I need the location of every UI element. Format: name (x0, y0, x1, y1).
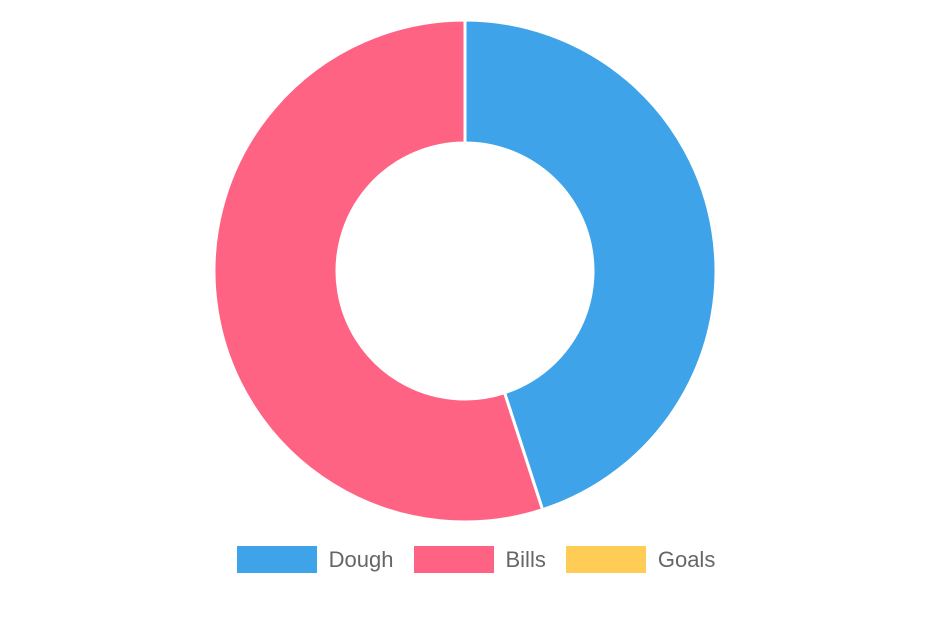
legend-item-goals[interactable]: Goals (565, 546, 716, 573)
legend-swatch-goals (565, 546, 646, 573)
legend-item-dough[interactable]: Dough (236, 546, 394, 573)
legend-item-bills[interactable]: Bills (413, 546, 546, 573)
legend-swatch-bills (413, 546, 494, 573)
chart-legend: Dough Bills Goals (0, 546, 952, 573)
legend-label-bills: Bills (505, 547, 546, 572)
slice-dough[interactable] (463, 18, 718, 512)
legend-label-dough: Dough (328, 547, 394, 572)
slice-bills[interactable] (212, 18, 545, 524)
legend-label-goals: Goals (657, 547, 716, 572)
legend-swatch-dough (236, 546, 317, 573)
